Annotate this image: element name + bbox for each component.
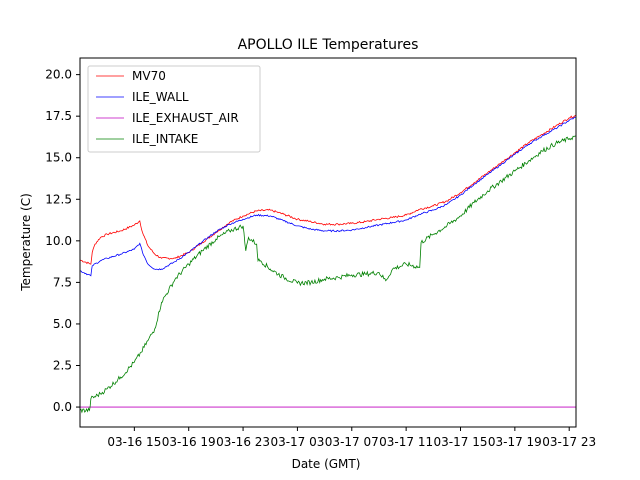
legend: MV70 ILE_WALL ILE_EXHAUST_AIR ILE_INTAKE bbox=[87, 65, 261, 153]
x-tick-label: 03-16 23 bbox=[216, 435, 270, 449]
y-tick-label: 2.5 bbox=[53, 359, 72, 373]
y-tick-label: 17.5 bbox=[45, 109, 72, 123]
y-tick-label: 12.5 bbox=[45, 192, 72, 206]
legend-box bbox=[87, 65, 261, 153]
y-tick-label: 15.0 bbox=[45, 151, 72, 165]
x-tick-label: 03-17 19 bbox=[488, 435, 542, 449]
y-axis: 0.0 2.5 5.0 7.5 10.0 12.5 15.0 17.5 20.0 bbox=[45, 68, 80, 414]
legend-label: MV70 bbox=[132, 69, 166, 83]
x-tick-label: 03-17 23 bbox=[542, 435, 596, 449]
x-tick-label: 03-17 07 bbox=[325, 435, 379, 449]
x-tick-label: 03-16 15 bbox=[107, 435, 161, 449]
x-tick-label: 03-16 19 bbox=[162, 435, 216, 449]
legend-label: ILE_INTAKE bbox=[132, 132, 198, 146]
series-line-ile-intake bbox=[79, 135, 577, 414]
x-axis-label: Date (GMT) bbox=[292, 457, 361, 471]
legend-label: ILE_WALL bbox=[132, 90, 189, 104]
legend-label: ILE_EXHAUST_AIR bbox=[132, 111, 239, 125]
x-tick-label: 03-17 11 bbox=[379, 435, 433, 449]
plot-frame bbox=[79, 57, 577, 428]
series-line-mv70 bbox=[79, 114, 577, 265]
x-axis: 03-16 15 03-16 19 03-16 23 03-17 03 03-17 07… bbox=[107, 427, 596, 449]
y-tick-label: 7.5 bbox=[53, 275, 72, 289]
y-tick-label: 20.0 bbox=[45, 68, 72, 82]
y-tick-label: 5.0 bbox=[53, 317, 72, 331]
chart-title: APOLLO ILE Temperatures bbox=[238, 37, 419, 53]
y-axis-label: Temperature (C) bbox=[19, 193, 33, 292]
y-tick-label: 10.0 bbox=[45, 234, 72, 248]
series-layer bbox=[79, 114, 577, 414]
x-tick-label: 03-17 03 bbox=[270, 435, 324, 449]
legend-items: MV70 ILE_WALL ILE_EXHAUST_AIR ILE_INTAKE bbox=[96, 69, 239, 146]
x-tick-label: 03-17 15 bbox=[434, 435, 488, 449]
series-line-ile-wall bbox=[79, 116, 577, 277]
y-tick-label: 0.0 bbox=[53, 400, 72, 414]
